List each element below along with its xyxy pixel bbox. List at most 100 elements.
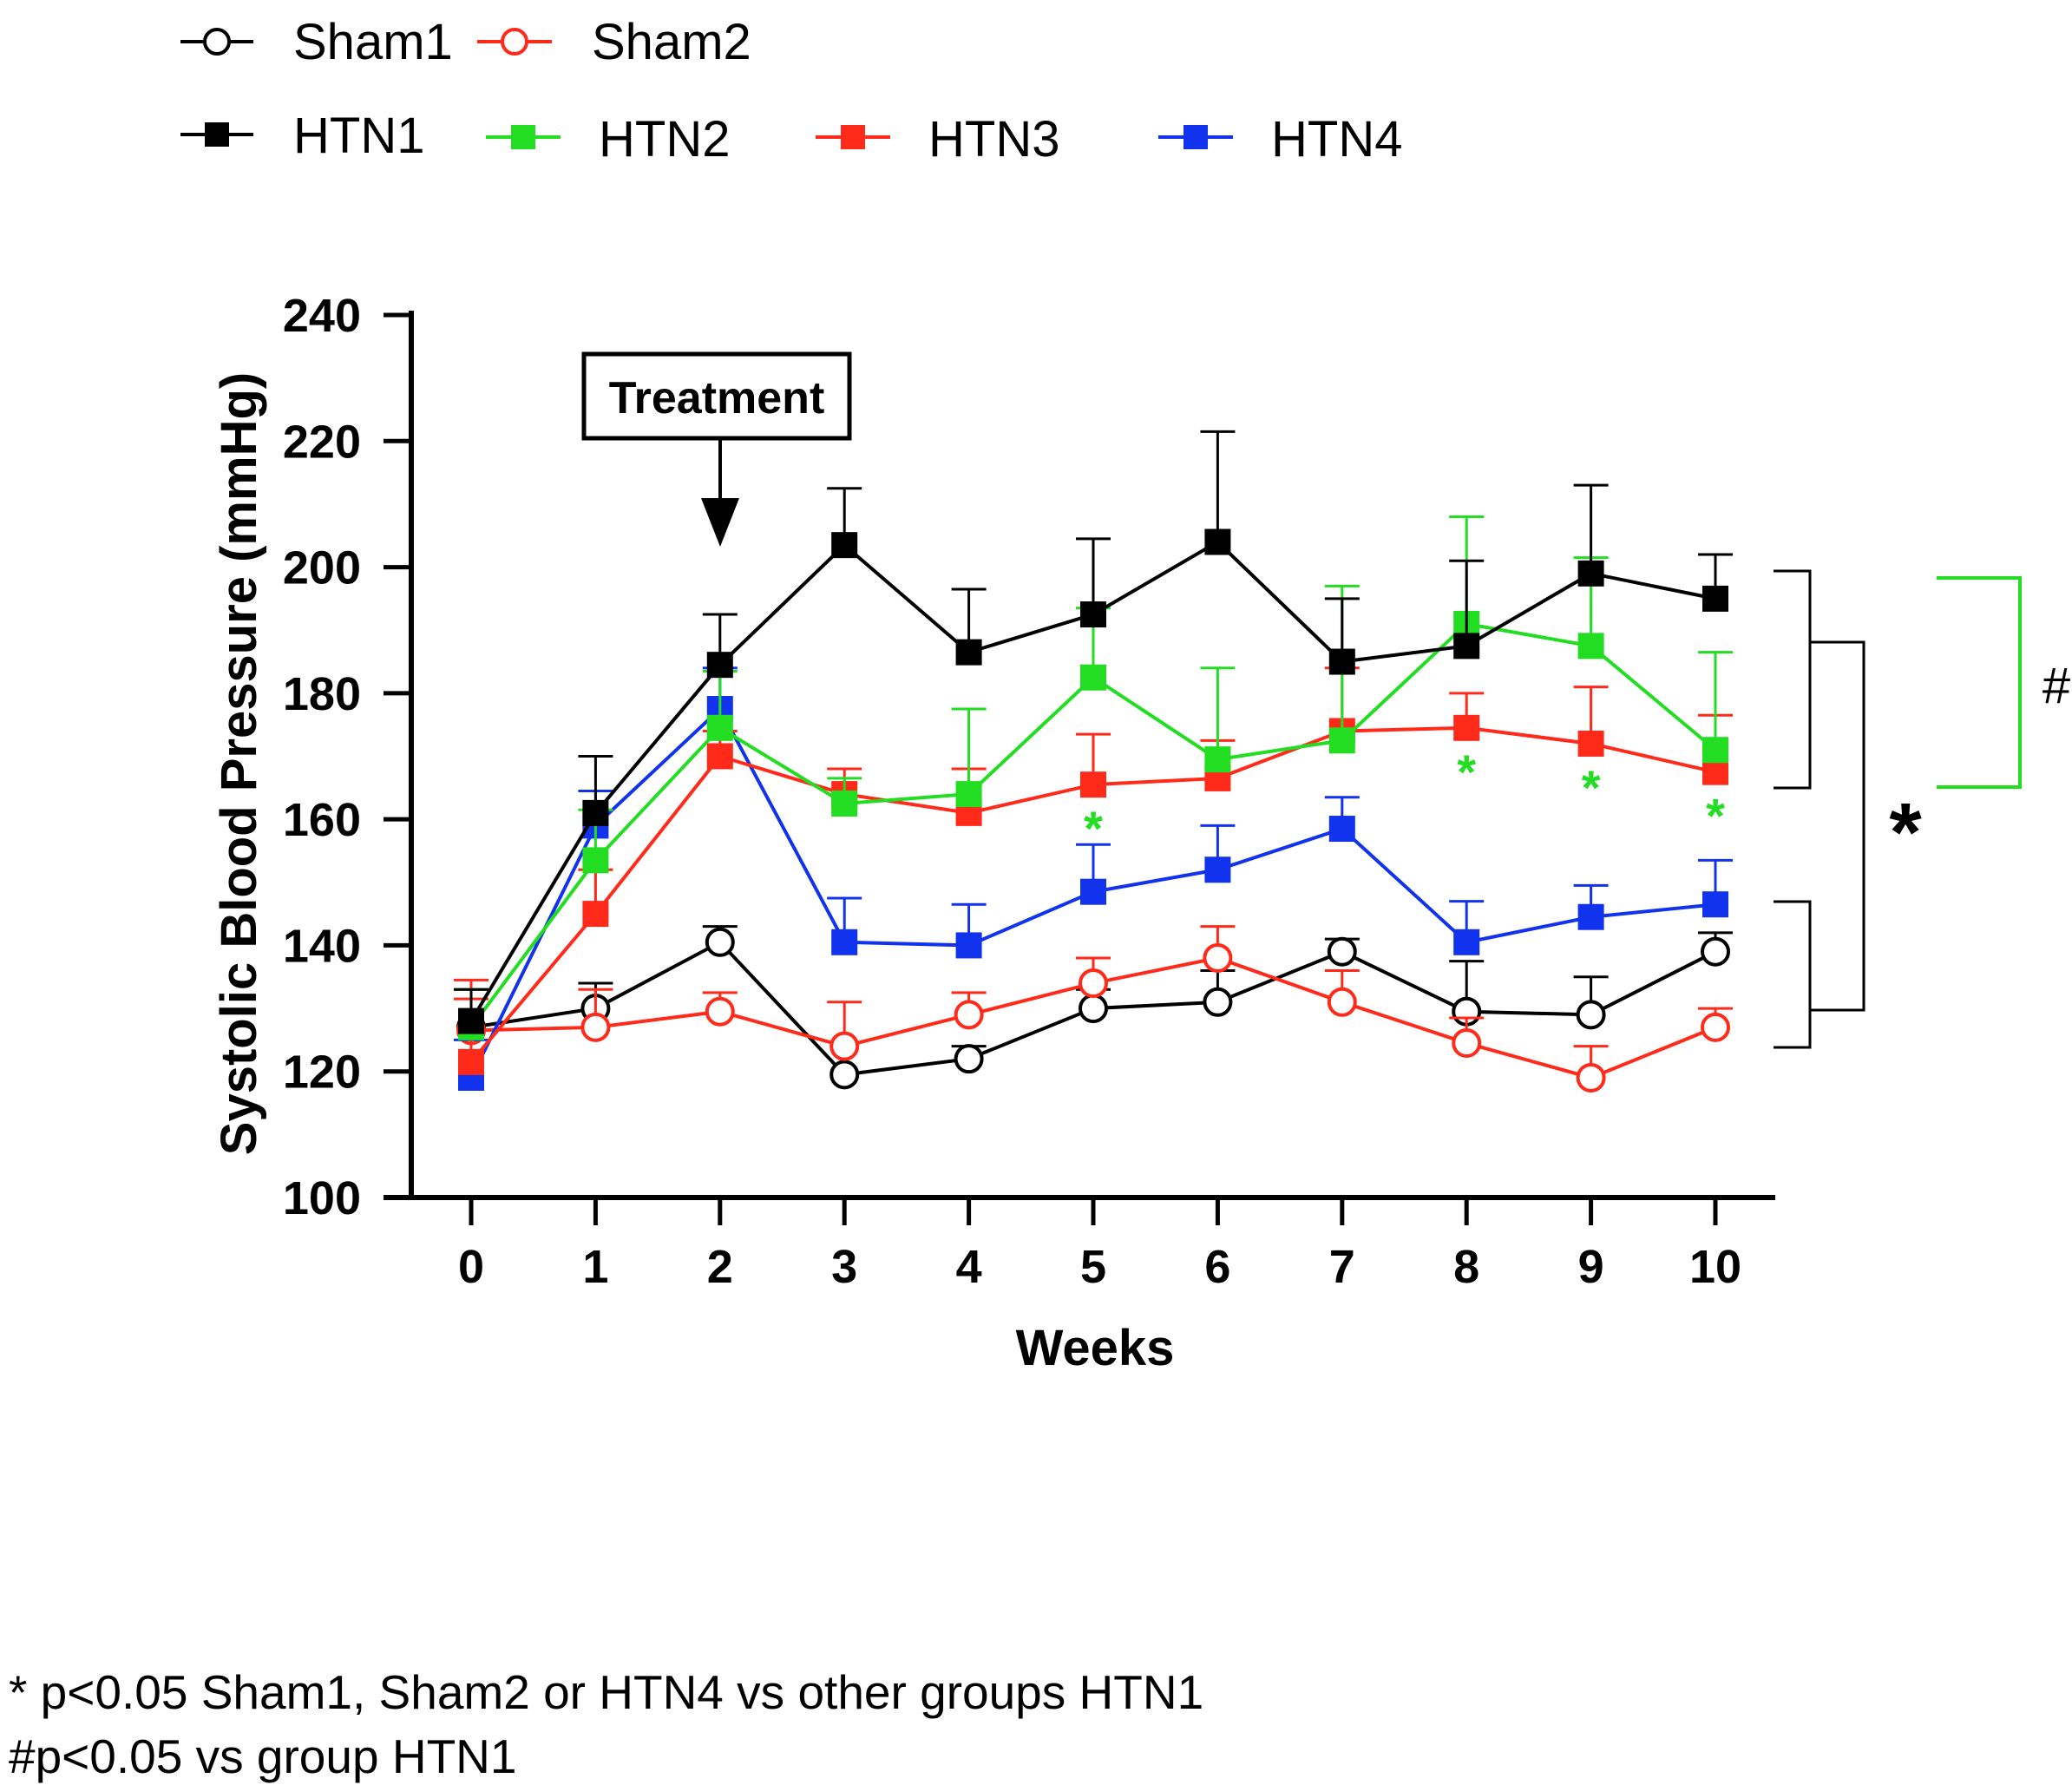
legend-item-sham1: Sham1 bbox=[180, 14, 453, 70]
point-htn3 bbox=[582, 901, 609, 928]
treatment-annotation: Treatment bbox=[581, 351, 852, 547]
bracket-htn-upper bbox=[1774, 569, 1812, 790]
legend-label-htn3: HTN3 bbox=[928, 111, 1059, 167]
x-tick-label: 6 bbox=[1204, 1241, 1230, 1293]
axes bbox=[384, 311, 1775, 1200]
x-ticks: 0 1 2 3 4 5 6 7 8 9 10 bbox=[458, 1198, 1741, 1293]
y-ticks: 100 120 140 160 180 200 220 240 bbox=[283, 290, 411, 1224]
point-htn1 bbox=[955, 639, 982, 666]
bracket-lower bbox=[1774, 900, 1812, 1049]
point-htn2 bbox=[706, 714, 733, 741]
y-tick-label: 240 bbox=[283, 290, 361, 342]
point-sham1 bbox=[1576, 1000, 1606, 1030]
green-significance-star: * bbox=[1084, 801, 1103, 856]
legend-label-htn2: HTN2 bbox=[599, 111, 730, 167]
series-htn1 bbox=[454, 430, 1733, 1034]
point-htn4 bbox=[1080, 878, 1106, 905]
legend-item-htn2: HTN2 bbox=[486, 111, 730, 167]
point-htn1 bbox=[1080, 601, 1106, 628]
legend-label-htn4: HTN4 bbox=[1271, 111, 1402, 167]
bracket-green bbox=[1937, 576, 2022, 789]
significance-brackets: * # bbox=[1774, 569, 2070, 1049]
point-htn4 bbox=[955, 932, 982, 959]
series-htn2 bbox=[454, 515, 1733, 1040]
point-htn2 bbox=[1328, 727, 1355, 754]
point-sham1 bbox=[1701, 936, 1730, 967]
legend-label-sham1: Sham1 bbox=[293, 14, 453, 70]
point-sham2 bbox=[1327, 987, 1357, 1017]
y-axis-title: Systolic Blood Pressure (mmHg) bbox=[211, 372, 267, 1155]
y-tick-label: 220 bbox=[283, 416, 361, 468]
point-sham1 bbox=[1327, 936, 1357, 967]
legend-item-sham2: Sham2 bbox=[477, 14, 751, 70]
footnote-2: #p<0.05 vs group HTN1 bbox=[9, 1729, 516, 1783]
point-htn1 bbox=[1702, 585, 1728, 612]
bracket-star: * bbox=[1889, 786, 1922, 879]
x-tick-label: 4 bbox=[956, 1241, 982, 1293]
point-htn4 bbox=[831, 929, 858, 955]
x-axis-title: Weeks bbox=[1016, 1320, 1175, 1376]
treatment-label: Treatment bbox=[609, 373, 825, 423]
bracket-outer bbox=[1810, 640, 1865, 1012]
x-tick-label: 1 bbox=[582, 1241, 608, 1293]
point-htn3 bbox=[1577, 730, 1604, 757]
point-htn1 bbox=[1577, 560, 1604, 587]
treatment-box bbox=[581, 351, 852, 441]
point-sham2 bbox=[1701, 1012, 1730, 1042]
point-htn2 bbox=[1080, 664, 1106, 691]
point-htn1 bbox=[1204, 528, 1231, 555]
point-sham2 bbox=[705, 996, 735, 1027]
point-sham2 bbox=[1452, 1028, 1482, 1059]
x-tick-label: 5 bbox=[1080, 1241, 1106, 1293]
point-htn3 bbox=[458, 1048, 484, 1075]
point-htn1 bbox=[1453, 633, 1480, 660]
green-significance-star: * bbox=[1706, 789, 1725, 843]
y-tick-label: 100 bbox=[283, 1172, 361, 1224]
x-tick-label: 0 bbox=[458, 1241, 484, 1293]
x-tick-label: 8 bbox=[1453, 1241, 1479, 1293]
point-htn1 bbox=[582, 799, 609, 826]
legend-item-htn4: HTN4 bbox=[1158, 111, 1402, 167]
point-htn2 bbox=[1204, 746, 1231, 773]
y-tick-label: 140 bbox=[283, 920, 361, 972]
point-sham1 bbox=[705, 927, 735, 957]
point-htn1 bbox=[706, 652, 733, 679]
point-htn4 bbox=[1453, 929, 1480, 955]
y-tick-label: 200 bbox=[283, 542, 361, 594]
point-sham2 bbox=[1576, 1062, 1606, 1093]
y-tick-label: 120 bbox=[283, 1047, 361, 1099]
green-significance-star: * bbox=[1582, 760, 1601, 815]
point-sham2 bbox=[1079, 968, 1108, 999]
y-tick-label: 160 bbox=[283, 794, 361, 846]
point-htn4 bbox=[1328, 816, 1355, 843]
point-sham1 bbox=[1203, 987, 1233, 1017]
point-sham2 bbox=[1203, 942, 1233, 973]
footnote-1: * p<0.05 Sham1, Sham2 or HTN4 vs other g… bbox=[9, 1665, 1203, 1719]
point-htn2 bbox=[831, 790, 858, 817]
plot-area: * * * * bbox=[454, 430, 1733, 1093]
point-sham1 bbox=[1079, 994, 1108, 1024]
point-sham2 bbox=[580, 1012, 611, 1042]
point-sham1 bbox=[829, 1060, 860, 1090]
point-htn1 bbox=[831, 532, 858, 559]
legend-item-htn3: HTN3 bbox=[816, 111, 1059, 167]
series-sham2 bbox=[454, 925, 1733, 1093]
point-htn2 bbox=[1702, 737, 1728, 764]
legend-item-htn1: HTN1 bbox=[180, 108, 424, 164]
point-htn3 bbox=[706, 743, 733, 770]
point-htn2 bbox=[955, 781, 982, 808]
series-htn4 bbox=[454, 666, 1733, 1091]
legend-label-htn1: HTN1 bbox=[293, 108, 424, 164]
point-htn4 bbox=[1204, 856, 1231, 883]
point-htn2 bbox=[582, 847, 609, 874]
point-sham2 bbox=[954, 1000, 984, 1030]
point-htn3 bbox=[1080, 771, 1106, 798]
point-sham2 bbox=[829, 1031, 860, 1061]
point-htn2 bbox=[1577, 633, 1604, 660]
legend: Sham1 Sham2 HTN1 HTN2 HTN3 HTN4 bbox=[180, 14, 1402, 167]
point-htn3 bbox=[1702, 758, 1728, 785]
point-htn4 bbox=[1702, 891, 1728, 918]
x-tick-label: 10 bbox=[1689, 1241, 1741, 1293]
point-htn3 bbox=[1453, 714, 1480, 741]
